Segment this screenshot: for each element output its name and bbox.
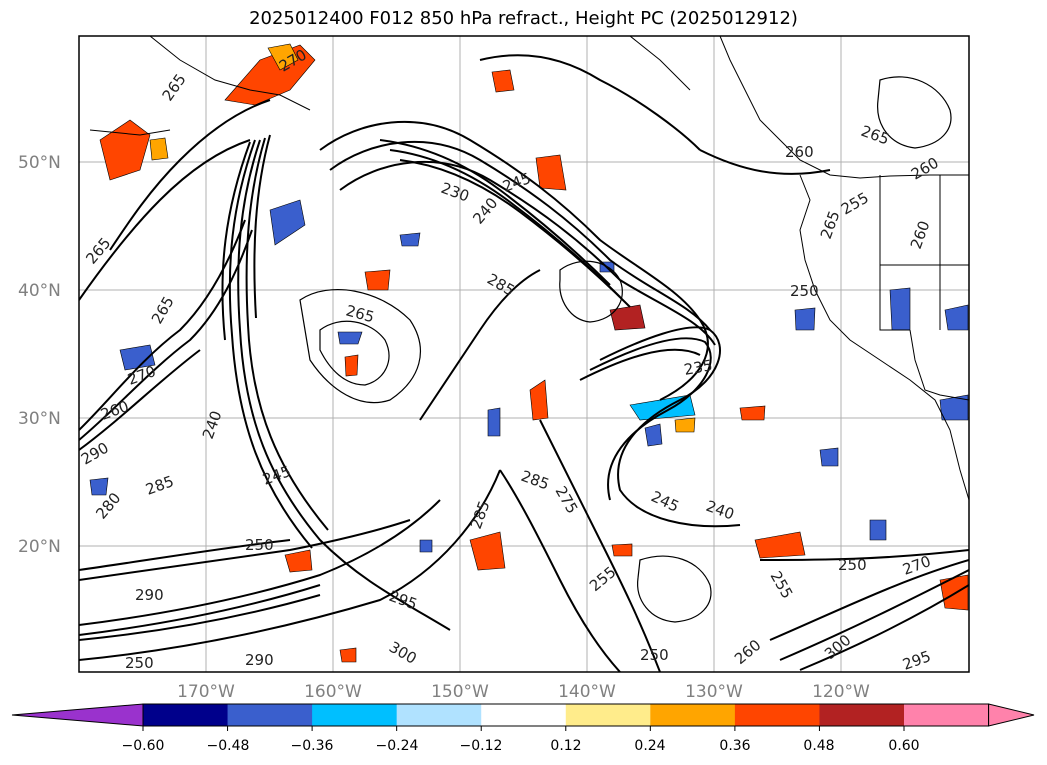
lon-label-130w: 130°W <box>685 682 743 702</box>
lon-label-170w: 170°W <box>177 682 235 702</box>
lon-label-120w: 120°W <box>812 682 870 702</box>
height-contours <box>79 54 969 672</box>
lon-label-140w: 140°W <box>558 682 616 702</box>
lat-label-30n: 30°N <box>18 409 61 429</box>
page-title: 2025012400 F012 850 hPa refract., Height… <box>249 8 798 29</box>
colorbar-segment <box>227 704 313 726</box>
colorbar <box>11 703 1035 731</box>
contour-label: 250 <box>640 646 669 664</box>
lat-label-20n: 20°N <box>18 537 61 557</box>
contour-label: 260 <box>785 143 814 161</box>
colorbar-segment <box>650 704 736 726</box>
map-panel <box>79 36 969 672</box>
map-content <box>79 36 969 672</box>
thin-contours <box>299 76 952 623</box>
coastlines <box>89 36 969 501</box>
colorbar-extend-min <box>11 703 144 727</box>
contour-label: 235 <box>683 356 714 379</box>
colorbar-ticks: −0.60 −0.48 −0.36 −0.24 −0.12 0.12 0.24 … <box>122 738 920 754</box>
colorbar-tick: 0.48 <box>803 738 834 754</box>
lat-label-50n: 50°N <box>18 153 61 173</box>
positive-refractivity-patches <box>99 43 969 663</box>
negative-refractivity-patches <box>89 199 969 553</box>
colorbar-segment <box>904 704 990 726</box>
colorbar-extend-max <box>988 703 1035 727</box>
colorbar-segment <box>396 704 482 726</box>
lon-label-150w: 150°W <box>431 682 489 702</box>
map-frame <box>78 35 970 673</box>
colorbar-segment <box>734 704 820 726</box>
colorbar-tick: −0.36 <box>291 738 334 754</box>
colorbar-segment <box>819 704 905 726</box>
colorbar-tick: 0.12 <box>550 738 581 754</box>
colorbar-tick: 0.24 <box>634 738 665 754</box>
contour-label: 250 <box>838 556 867 574</box>
contour-label: 250 <box>790 282 819 300</box>
colorbar-tick: −0.24 <box>376 738 419 754</box>
contour-label: 290 <box>135 586 164 604</box>
lat-label-40n: 40°N <box>18 281 61 301</box>
graticule <box>79 36 969 672</box>
colorbar-tick: −0.12 <box>460 738 503 754</box>
contour-label: 250 <box>245 536 274 554</box>
colorbar-tick: −0.48 <box>207 738 250 754</box>
contour-label: 290 <box>245 651 274 669</box>
contour-label: 250 <box>125 654 154 672</box>
colorbar-segment <box>565 704 651 726</box>
colorbar-segment <box>143 704 229 726</box>
colorbar-tick: 0.60 <box>888 738 919 754</box>
colorbar-segment <box>312 704 398 726</box>
colorbar-tick: −0.60 <box>122 738 165 754</box>
lon-label-160w: 160°W <box>304 682 362 702</box>
colorbar-tick: 0.36 <box>719 738 750 754</box>
colorbar-segment <box>481 704 567 726</box>
